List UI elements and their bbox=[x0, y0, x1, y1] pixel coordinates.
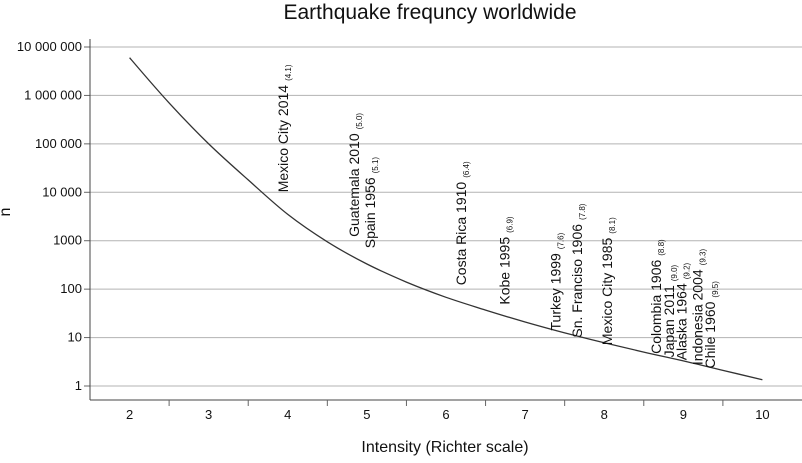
event-magnitude: (8.8) bbox=[657, 239, 666, 256]
event-name: Kobe 1995 bbox=[496, 237, 512, 305]
event-label: Alaska 1964 (9.2) bbox=[674, 262, 692, 360]
event-magnitude: (5.0) bbox=[355, 113, 364, 130]
event-magnitude: (7.8) bbox=[578, 203, 587, 220]
event-name: Mexico City 2014 bbox=[275, 85, 291, 193]
event-name: Costa Rica 1910 bbox=[453, 182, 469, 286]
event-label: Sn. Franciso 1906 (7.8) bbox=[569, 203, 587, 337]
x-tick-label: 7 bbox=[521, 407, 528, 422]
x-tick-label: 2 bbox=[126, 407, 133, 422]
series-layer bbox=[129, 57, 763, 381]
event-label: Guatemala 2010 (5.0) bbox=[346, 113, 364, 237]
event-label: Costa Rica 1910 (6.4) bbox=[453, 161, 471, 285]
event-label: Chile 1960 (9.5) bbox=[702, 281, 720, 369]
event-magnitude: (7.6) bbox=[557, 232, 566, 249]
event-label: Indonesia 2004 (9.3) bbox=[689, 249, 707, 366]
event-name: Colombia 1906 bbox=[648, 260, 664, 354]
event-magnitude: (9.0) bbox=[670, 264, 679, 281]
frequency-curve bbox=[129, 57, 763, 381]
event-label: Spain 1956 (5.1) bbox=[362, 157, 380, 249]
x-tick-label: 6 bbox=[442, 407, 449, 422]
x-axis-title: Intensity (Richter scale) bbox=[361, 439, 528, 456]
event-label: Colombia 1906 (8.8) bbox=[648, 239, 666, 354]
event-magnitude: (6.9) bbox=[505, 216, 514, 233]
event-magnitude: (9.5) bbox=[711, 281, 720, 298]
event-magnitude: (8.1) bbox=[608, 217, 617, 234]
event-name: Spain 1956 bbox=[362, 177, 378, 248]
annotations: Mexico City 2014 (4.1) Guatemala 2010 (5.0)… bbox=[275, 64, 720, 368]
event-name: Indonesia 2004 bbox=[689, 269, 705, 365]
y-tick-label: 1 bbox=[75, 378, 82, 393]
y-tick-label: 10 bbox=[68, 330, 82, 345]
event-magnitude: (9.2) bbox=[683, 262, 692, 279]
event-name: Japan 2011 bbox=[661, 285, 677, 357]
axes: 1 10 100 1000 10 000 100 000 1 000 000 10 000 0… bbox=[17, 39, 802, 422]
x-tick-label: 3 bbox=[205, 407, 212, 422]
event-magnitude: (9.3) bbox=[698, 249, 707, 266]
x-tick-label: 10 bbox=[755, 407, 769, 422]
y-tick-label: 1 000 000 bbox=[24, 87, 82, 102]
y-tick-label: 100 000 bbox=[35, 136, 82, 151]
y-tick-label: 10 000 000 bbox=[17, 39, 82, 54]
event-name: Turkey 1999 bbox=[548, 253, 564, 331]
x-tick-label: 4 bbox=[284, 407, 291, 422]
y-tick-label: 100 bbox=[60, 281, 82, 296]
event-name: Chile 1960 bbox=[702, 301, 718, 368]
event-name: Mexico City 1985 bbox=[599, 238, 615, 346]
event-label: Turkey 1999 (7.6) bbox=[548, 232, 566, 330]
event-magnitude: (4.1) bbox=[284, 64, 293, 81]
x-tick-label: 5 bbox=[363, 407, 370, 422]
event-label: Japan 2011 (9.0) bbox=[661, 264, 679, 357]
event-name: Alaska 1964 bbox=[674, 283, 690, 360]
event-label: Mexico City 1985 (8.1) bbox=[599, 217, 617, 345]
y-tick-label: 10 000 bbox=[42, 184, 82, 199]
chart-title: Earthquake frequncy worldwide bbox=[284, 1, 577, 24]
event-label: Kobe 1995 (6.9) bbox=[496, 216, 514, 305]
event-label: Mexico City 2014 (4.1) bbox=[275, 64, 293, 192]
event-magnitude: (5.1) bbox=[371, 157, 380, 174]
event-name: Guatemala 2010 bbox=[346, 133, 362, 237]
y-axis-title: n bbox=[0, 208, 14, 217]
event-name: Sn. Franciso 1906 bbox=[569, 224, 585, 338]
x-tick-label: 8 bbox=[601, 407, 608, 422]
x-tick-label: 9 bbox=[680, 407, 687, 422]
y-tick-label: 1000 bbox=[53, 233, 82, 248]
event-magnitude: (6.4) bbox=[462, 161, 471, 178]
